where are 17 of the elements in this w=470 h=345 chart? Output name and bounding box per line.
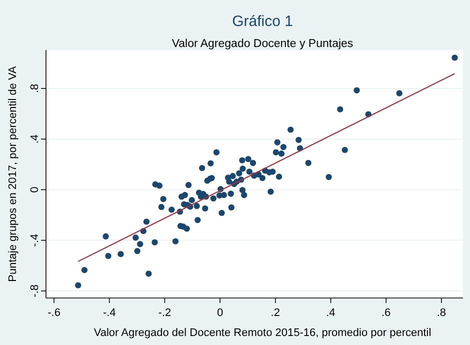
x-tick-label: .6 <box>381 307 391 319</box>
x-tick-label: -.6 <box>48 307 60 319</box>
chart-title: Gráfico 1 <box>232 13 293 30</box>
y-tick-label: .8 <box>29 84 41 94</box>
x-tick-label: -.2 <box>158 307 172 319</box>
x-tick-label: .8 <box>436 307 446 319</box>
y-tick-label: .4 <box>29 134 41 144</box>
y-axis-title: Puntaje grupos en 2017, por percentil de VA <box>7 66 19 282</box>
x-axis-title: Valor Agregado del Docente Remoto 2015-16, promedio por percentil <box>94 327 432 339</box>
chart-subtitle: Valor Agregado Docente y Puntajes <box>172 38 354 50</box>
y-tick-label: -.8 <box>29 284 41 298</box>
x-tick-label: -.4 <box>102 307 116 319</box>
x-tick-label: .4 <box>326 307 336 319</box>
x-tick-label: .2 <box>270 307 280 319</box>
y-tick-label: 0 <box>29 186 41 193</box>
x-tick-label: 0 <box>216 307 224 319</box>
y-tick-label: -.4 <box>29 234 41 247</box>
